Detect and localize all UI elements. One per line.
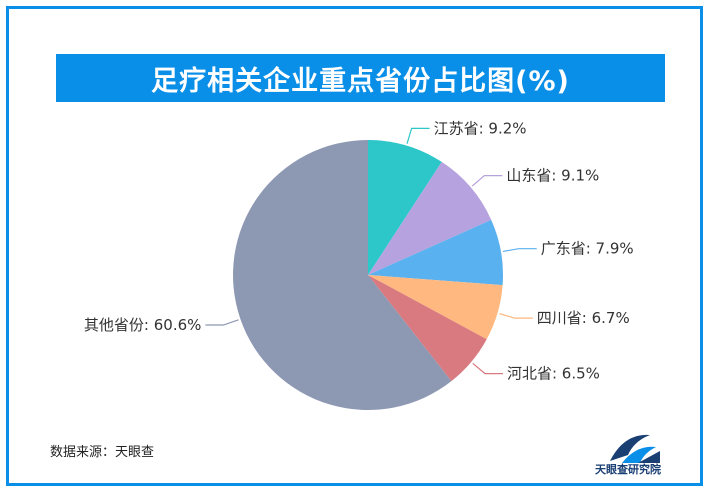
pie-slice — [368, 219, 503, 286]
brand-name: 天眼查研究院 — [595, 463, 661, 476]
leader-line — [471, 175, 503, 187]
leader-line — [502, 248, 537, 253]
leader-line — [472, 362, 503, 375]
leader-line — [406, 127, 430, 144]
tianyancha-logo-icon — [610, 434, 660, 463]
slice-label: 山东省: 9.1% — [506, 167, 599, 185]
pie-slice — [368, 275, 487, 382]
data-source-note: 数据来源：天眼查 — [50, 445, 155, 460]
pie-slice — [368, 161, 492, 275]
slice-label: 河北省: 6.5% — [507, 365, 600, 383]
slice-label: 广东省: 7.9% — [541, 240, 634, 258]
chart-title: 足疗相关企业重点省份占比图(%) — [56, 54, 665, 102]
slice-label: 江苏省: 9.2% — [434, 119, 527, 137]
slice-label: 其他省份: 60.6% — [84, 316, 201, 334]
pie-slice — [368, 140, 442, 275]
pie-slice — [233, 140, 452, 410]
pie-slice — [368, 275, 503, 340]
slice-label: 四川省: 6.7% — [537, 309, 630, 327]
leader-line — [205, 319, 239, 326]
leader-line — [499, 313, 533, 319]
